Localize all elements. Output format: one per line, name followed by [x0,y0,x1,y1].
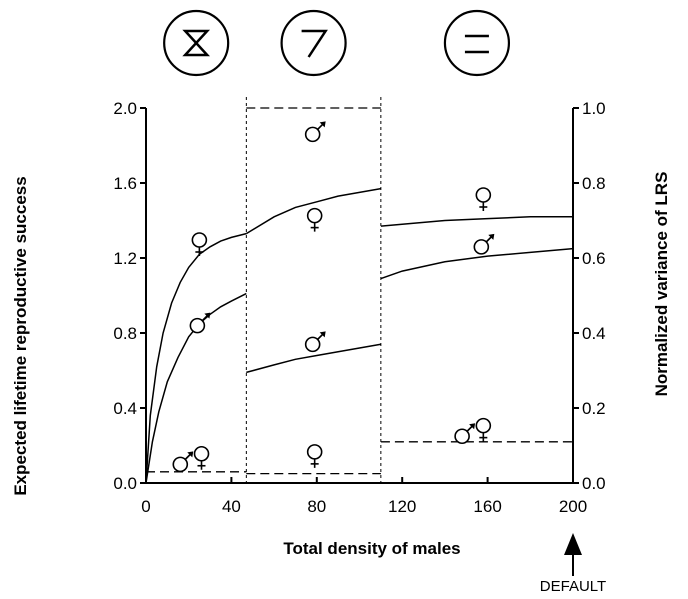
female-lrs-line-segment-2 [245,187,382,235]
equals-panel-icon [443,9,511,77]
male-symbol-icon [454,423,476,445]
male-symbol-ring [304,126,321,143]
female-symbol-ring [306,444,323,460]
y-right-tick-label: 0.4 [582,324,606,343]
series-layer [145,107,574,484]
x-axis-title: Total density of males [283,539,460,558]
plot-frame [145,97,582,576]
male-symbol-arrowhead [469,423,476,430]
y-right-tick-label: 1.0 [582,99,606,118]
symbol-layer [172,121,495,473]
male-symbol-arrowhead [187,451,194,458]
male-symbol-icon [473,233,495,255]
y-right-tick-label: 0.2 [582,399,606,418]
female-symbol-ring [475,187,492,203]
male-symbol-arrowhead [319,331,326,338]
x-tick-label: 160 [473,497,501,516]
y-axis-title-left: Expected lifetime reproductive success [11,176,30,495]
panel-icons [163,9,511,77]
y-right-tick-label: 0.0 [582,474,606,493]
male-lrs-line-segment-1 [145,292,247,484]
x-tick-label: 0 [141,497,150,516]
female-symbol-icon [193,445,210,470]
y-axis-title-right: Normalized variance of LRS [652,172,671,397]
default-arrow-head [564,533,582,555]
male-symbol-arrowhead [319,121,326,128]
tick-layer: 0 40 80 120 160 200 0.0 0.4 0.8 1.2 1.6 2.0 0.0 0.2 0.… [113,99,605,516]
y-right-tick-label: 0.8 [582,174,606,193]
male-symbol-icon [172,451,194,473]
x-tick-label: 40 [222,497,241,516]
x-tick-label: 200 [559,497,587,516]
hourglass-bottom [182,41,211,57]
hourglass-top [182,29,211,45]
male-symbol-ring [454,428,470,445]
female-symbol-icon [306,444,323,468]
male-symbol-arrowhead [204,312,211,319]
female-symbol-ring [306,207,323,224]
male-symbol-arrowhead [488,233,495,240]
female-symbol-icon [475,417,492,442]
female-symbol-ring [475,417,492,434]
panel-icon-ring [280,9,347,77]
female-symbol-ring [193,445,210,462]
y-left-tick-label: 0.0 [113,474,137,493]
male-lrs-line-segment-3 [380,247,574,280]
y-left-tick-label: 0.4 [113,399,137,418]
y-left-tick-label: 1.6 [113,174,137,193]
female-symbol-icon [191,232,208,256]
panel-icon-ring [443,9,511,77]
male-symbol-ring [189,317,206,334]
seven-panel-icon [280,9,347,77]
male-symbol-ring [172,456,189,473]
y-right-tick-label: 0.6 [582,249,606,268]
female-symbol-ring [191,232,208,248]
seven-glyph [301,29,328,58]
female-symbol-icon [306,207,323,232]
male-symbol-ring [473,239,490,255]
default-label: DEFAULT [540,578,606,595]
x-tick-label: 120 [388,497,416,516]
female-symbol-icon [475,187,492,211]
male-symbol-ring [304,336,321,353]
x-tick-label: 80 [307,497,326,516]
y-left-tick-label: 2.0 [113,99,137,118]
male-symbol-icon [189,312,211,334]
male-lrs-line-segment-2 [246,343,382,374]
male-symbol-icon [304,331,326,353]
female-lrs-line-segment-1 [145,232,247,484]
hourglass-panel-icon [163,9,230,77]
female-lrs-line-segment-3 [380,216,573,227]
male-symbol-icon [304,121,326,143]
y-left-tick-label: 0.8 [113,324,137,343]
y-left-tick-label: 1.2 [113,249,137,268]
